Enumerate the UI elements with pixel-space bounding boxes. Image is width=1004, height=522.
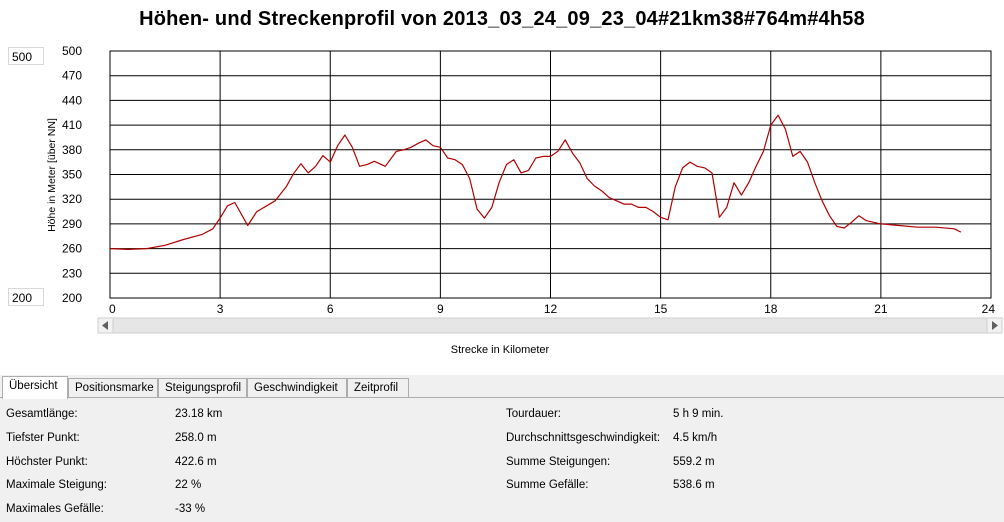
y-tick-label: 410 [62, 118, 82, 132]
stat-value-gesamtlaenge: 23.18 km [175, 408, 223, 420]
chart-title: Höhen- und Streckenprofil von 2013_03_24… [139, 8, 865, 30]
y-min-input[interactable]: 200 [8, 288, 44, 306]
stat-label-gesamtlaenge: Gesamtlänge: [6, 408, 78, 420]
x-tick-label: 21 [874, 302, 888, 316]
chevron-right-icon [992, 321, 998, 330]
elevation-chart: 200 230 260 290 320 350 380 410 440 470 500 0 3 6 9 12 1… [46, 44, 1003, 356]
tab-positionsmarke[interactable]: Positionsmarke [68, 378, 158, 398]
y-tick-label: 200 [62, 291, 82, 305]
scrollbar-track [97, 317, 1003, 334]
tab-zeitprofil[interactable]: Zeitprofil [347, 378, 409, 398]
y-tick-label: 320 [62, 192, 82, 206]
y-tick-label: 440 [62, 93, 82, 107]
y-max-input[interactable]: 500 [8, 47, 44, 65]
stat-label-maximale-steigung: Maximale Steigung: [6, 479, 107, 491]
x-tick-label: 18 [764, 302, 778, 316]
x-tick-label: 9 [437, 302, 444, 316]
stat-label-tourdauer: Tourdauer: [506, 408, 561, 420]
stat-value-summe-steigungen: 559.2 m [673, 456, 715, 468]
y-axis-label: Höhe in Meter [über NN] [46, 118, 58, 232]
stat-value-hoechster-punkt: 422.6 m [175, 456, 217, 468]
x-tick-label: 0 [109, 302, 116, 316]
tab-uebersicht[interactable]: Übersicht [2, 376, 68, 399]
stat-label-summe-steigungen: Summe Steigungen: [506, 456, 611, 468]
y-tick-label: 230 [62, 266, 82, 280]
x-tick-label: 15 [654, 302, 668, 316]
stat-value-tiefster-punkt: 258.0 m [175, 432, 217, 444]
x-tick-label: 3 [217, 302, 224, 316]
chart-area: Höhen- und Streckenprofil von 2013_03_24… [0, 0, 1004, 375]
y-tick-label: 500 [62, 44, 82, 58]
x-tick-label: 24 [982, 302, 996, 316]
y-tick-label: 380 [62, 143, 82, 157]
stat-value-durchschnittsgeschwindigkeit: 4.5 km/h [673, 432, 718, 444]
tab-geschwindigkeit[interactable]: Geschwindigkeit [247, 378, 347, 398]
elevation-line [109, 114, 962, 250]
stat-value-summe-gefaelle: 538.6 m [673, 479, 715, 491]
horizontal-scrollbar[interactable] [97, 317, 1003, 334]
x-tick-label: 6 [327, 302, 334, 316]
x-tick-label: 12 [544, 302, 558, 316]
x-axis-label: Strecke in Kilometer [451, 344, 550, 356]
stat-label-maximales-gefaelle: Maximales Gefälle: [6, 503, 104, 515]
stat-value-maximale-steigung: 22 % [175, 479, 202, 491]
stat-value-tourdauer: 5 h 9 min. [673, 408, 724, 420]
y-tick-label: 290 [62, 217, 82, 231]
tab-bar: Übersicht Positionsmarke Steigungsprofil… [0, 376, 1004, 399]
y-tick-label: 470 [62, 69, 82, 83]
chevron-left-icon [102, 321, 108, 330]
stat-label-summe-gefaelle: Summe Gefälle: [506, 479, 589, 491]
overview-panel: Gesamtlänge: 23.18 km Tiefster Punkt: 25… [0, 397, 1004, 522]
stat-label-hoechster-punkt: Höchster Punkt: [6, 456, 88, 468]
y-tick-label: 260 [62, 242, 82, 256]
stat-label-durchschnittsgeschwindigkeit: Durchschnittsgeschwindigkeit: [506, 432, 661, 444]
stat-label-tiefster-punkt: Tiefster Punkt: [6, 432, 80, 444]
tab-steigungsprofil[interactable]: Steigungsprofil [158, 378, 247, 398]
y-tick-label: 350 [62, 168, 82, 182]
stat-value-maximales-gefaelle: -33 % [175, 503, 206, 515]
